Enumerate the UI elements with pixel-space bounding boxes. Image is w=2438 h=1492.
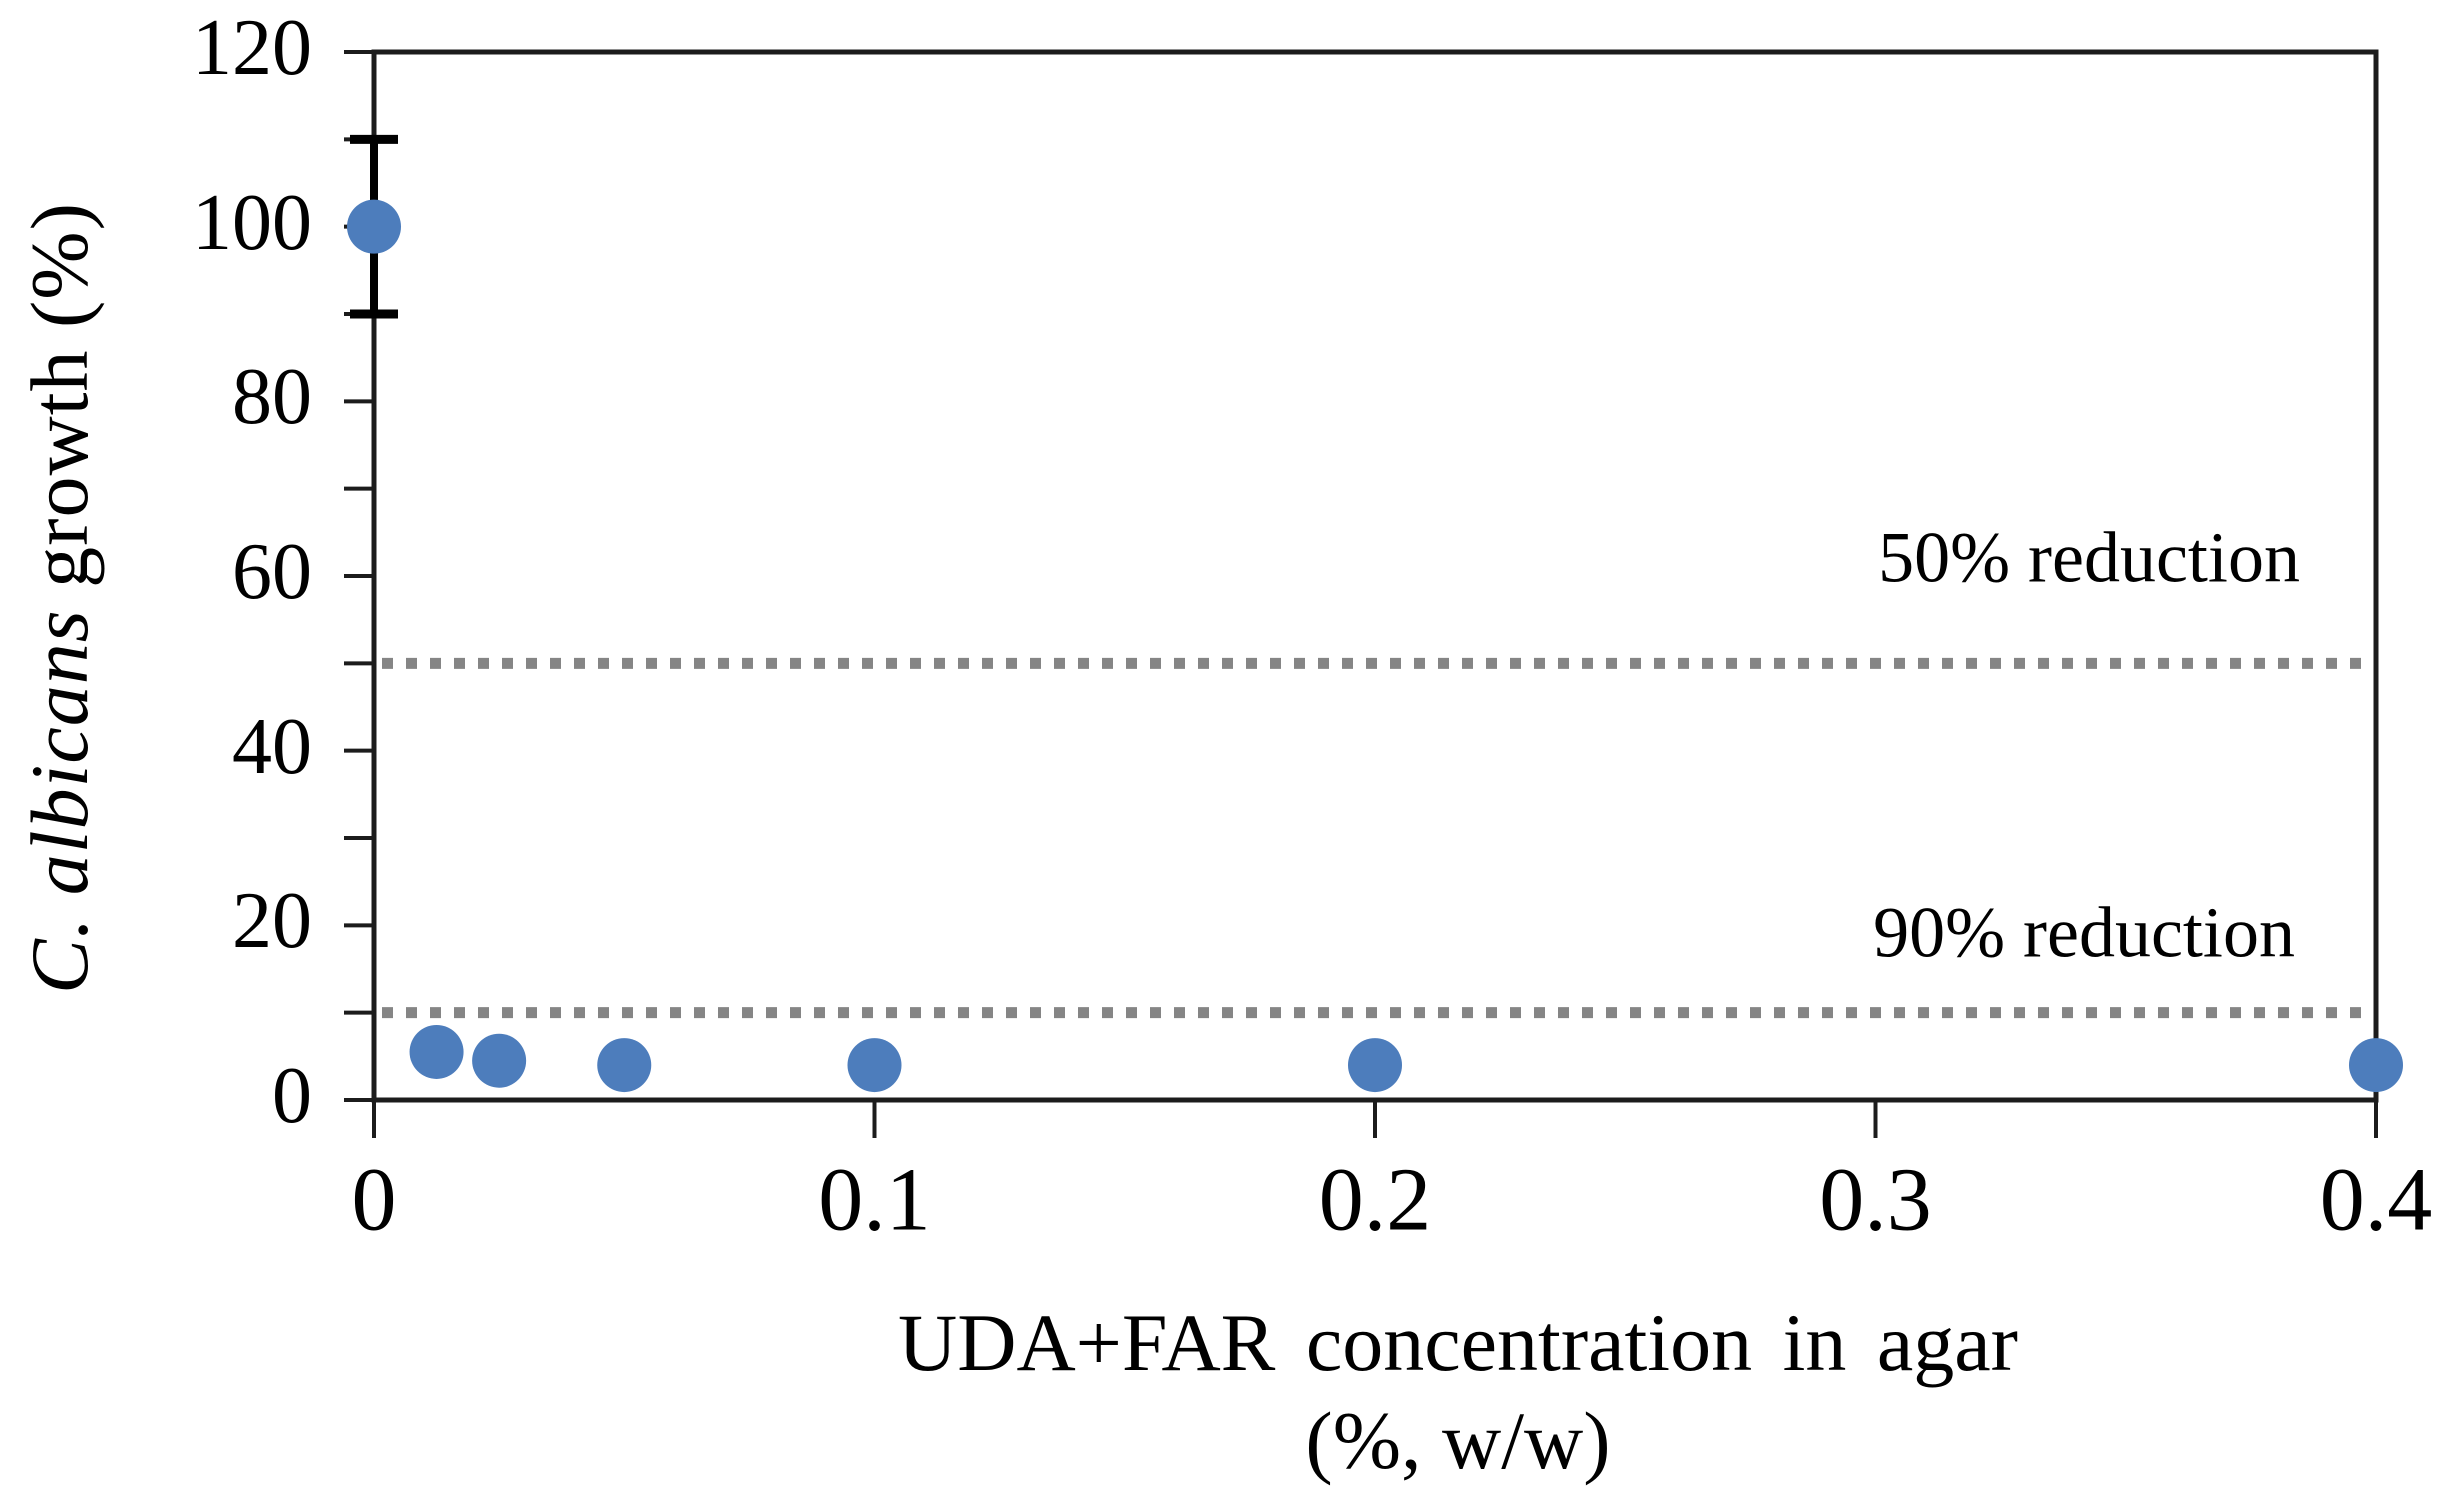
data-point <box>347 199 401 254</box>
y-tick-label: 100 <box>192 178 312 267</box>
x-axis-title: UDA+FAR concentration in agar (%, w/w) <box>898 1302 2018 1482</box>
data-point <box>847 1038 902 1093</box>
y-tick-label: 120 <box>192 3 312 92</box>
data-point <box>2349 1038 2403 1093</box>
x-tick-label: 0 <box>351 1150 397 1250</box>
x-tick-label: 0.2 <box>1318 1150 1432 1250</box>
x-tick-label: 0.1 <box>818 1150 931 1250</box>
y-axis-title-species: C. albicans <box>14 609 105 994</box>
y-axis-title: C. albicans growth (%) <box>13 202 107 994</box>
y-tick-label: 80 <box>232 353 312 442</box>
x-tick-label: 0.4 <box>2319 1150 2433 1250</box>
x-axis-title-line2: (%, w/w) <box>1305 1395 1611 1486</box>
ref-line-label-50: 50% reduction <box>1878 517 2300 598</box>
y-tick-label: 40 <box>232 702 312 791</box>
data-point <box>409 1024 464 1079</box>
data-point <box>1348 1038 1402 1093</box>
y-axis-title-rest: growth (%) <box>14 202 105 610</box>
data-point <box>472 1033 527 1088</box>
data-point <box>597 1038 652 1093</box>
x-tick-label: 0.3 <box>1819 1150 1932 1250</box>
y-tick-label: 60 <box>232 527 312 616</box>
y-tick-label: 0 <box>272 1051 312 1140</box>
ref-line-label-90: 90% reduction <box>1873 892 2295 973</box>
y-tick-label: 20 <box>232 877 312 966</box>
x-axis-title-line1: UDA+FAR concentration in agar <box>898 1297 2018 1388</box>
